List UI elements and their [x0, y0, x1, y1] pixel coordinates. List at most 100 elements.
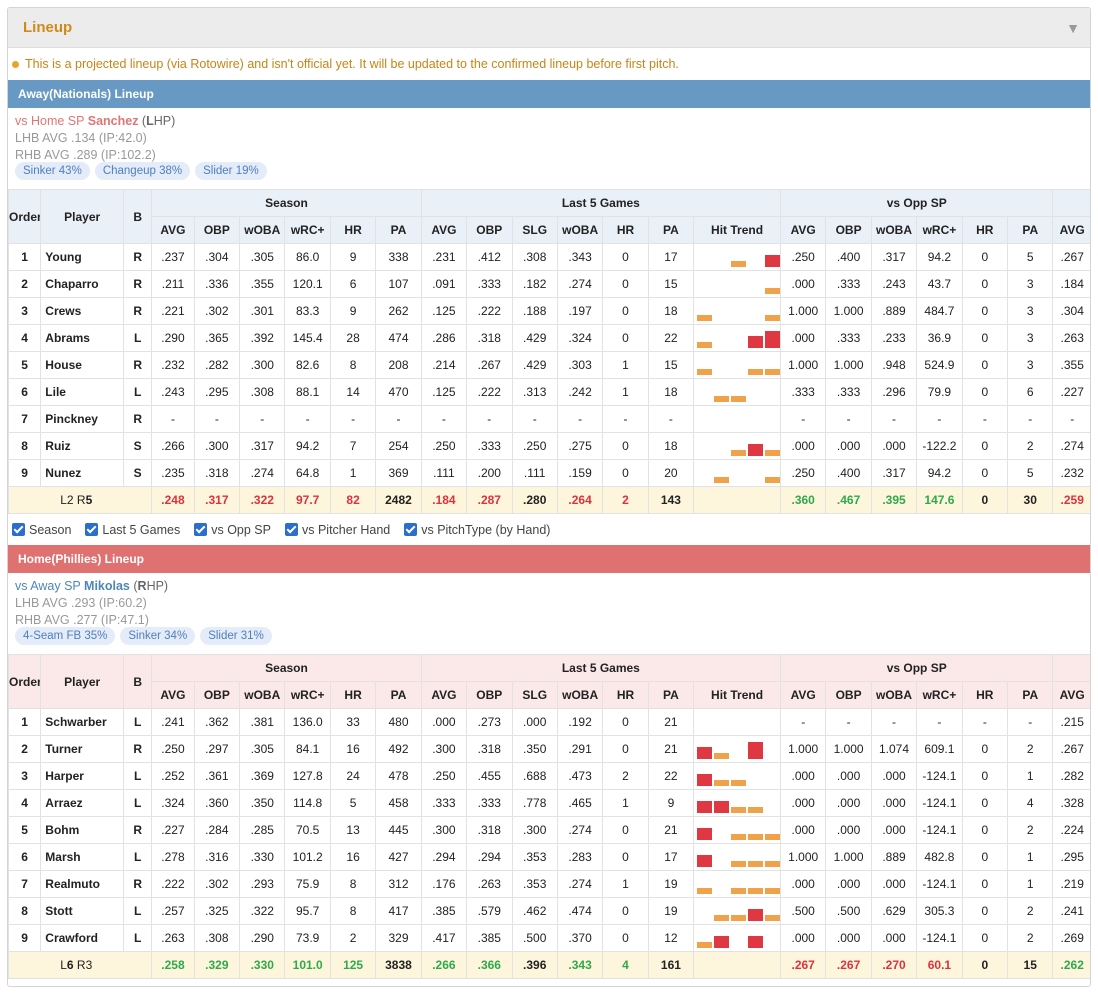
lineup-header[interactable]: Lineup ▼ — [8, 8, 1090, 48]
season-col-header[interactable]: wOBA — [239, 681, 286, 709]
last5-col-header[interactable]: OBP — [466, 681, 513, 709]
bats-header[interactable]: B — [123, 189, 153, 244]
table-row[interactable]: 3 Crews R .221.302.301 83.3 9 262.125.222.188.… — [8, 297, 1090, 325]
last5-col-header[interactable]: HR — [602, 216, 649, 244]
last5-col-header[interactable]: wOBA — [556, 681, 604, 709]
player-name[interactable]: Arraez — [40, 789, 125, 817]
player-name[interactable]: Young — [40, 243, 125, 271]
extra-col-header[interactable]: AVG — [1052, 681, 1090, 709]
player-name[interactable]: Ruiz — [40, 432, 125, 460]
table-row[interactable]: 1 Schwarber L .241.362.381 136.0 33 480.000.27… — [8, 708, 1090, 736]
player-name[interactable]: Pinckney — [40, 405, 125, 433]
table-row[interactable]: 4 Abrams L .290.365.392 145.4 28 474.286.318.4… — [8, 324, 1090, 352]
pitch-badge[interactable]: 4-Seam FB 35% — [15, 627, 116, 645]
player-name[interactable]: Abrams — [40, 324, 125, 352]
table-row[interactable]: 8 Stott L .257.325.322 95.7 8 417.385.579.462.… — [8, 897, 1090, 925]
last5-col-header[interactable]: SLG — [511, 681, 558, 709]
order-header[interactable]: Order — [8, 654, 42, 709]
pitch-badge[interactable]: Sinker 43% — [15, 162, 90, 180]
table-row[interactable]: 7 Pinckney R - - - - - - - - - - - - - - - - - - - — [8, 405, 1090, 433]
filter-vs-pitcher-hand[interactable]: vs Pitcher Hand — [284, 523, 390, 537]
home-sp-name[interactable]: Mikolas — [84, 579, 130, 593]
order-header[interactable]: Order — [8, 189, 42, 244]
player-name[interactable]: Crews — [40, 297, 125, 325]
table-row[interactable]: 5 House R .232.282.300 82.6 8 208.214.267.429.… — [8, 351, 1090, 379]
pitch-badge[interactable]: Slider 31% — [200, 627, 272, 645]
player-name[interactable]: Harper — [40, 762, 125, 790]
season-col-header[interactable]: HR — [329, 681, 377, 709]
season-col-header[interactable]: AVG — [151, 681, 195, 709]
player-name[interactable]: Chaparro — [40, 270, 125, 298]
table-row[interactable]: 2 Turner R .250.297.305 84.1 16 492.300.318.35… — [8, 735, 1090, 763]
last5-col-header[interactable]: wOBA — [556, 216, 604, 244]
player-name[interactable]: Bohm — [40, 816, 125, 844]
vsopp-col-header[interactable]: OBP — [825, 681, 872, 709]
player-name[interactable]: Turner — [40, 735, 125, 763]
vsopp-col-header[interactable]: AVG — [779, 681, 827, 709]
season-col-header[interactable]: HR — [329, 216, 377, 244]
extra-col-header[interactable]: AVG — [1052, 216, 1090, 244]
vsopp-col-header[interactable]: HR — [961, 681, 1009, 709]
player-name[interactable]: Schwarber — [40, 708, 125, 736]
player-name[interactable]: Nunez — [40, 459, 125, 487]
player-header[interactable]: Player — [40, 654, 125, 709]
season-col-header[interactable]: AVG — [151, 216, 195, 244]
player-name[interactable]: Stott — [40, 897, 125, 925]
player-name[interactable]: Marsh — [40, 843, 125, 871]
pitch-badge[interactable]: Slider 19% — [195, 162, 267, 180]
vsopp-col-header[interactable]: wOBA — [870, 216, 918, 244]
vsopp-col-header[interactable]: PA — [1007, 216, 1054, 244]
season-col-header[interactable]: PA — [375, 681, 422, 709]
checkbox-checked-icon[interactable] — [85, 523, 99, 536]
season-col-header[interactable]: PA — [375, 216, 422, 244]
filter-vs-pitchtype[interactable]: vs PitchType (by Hand) — [404, 523, 550, 537]
season-col-header[interactable]: wRC+ — [284, 681, 331, 709]
table-row[interactable]: 6 Lile L .243.295.308 88.1 14 470.125.222.313.… — [8, 378, 1090, 406]
checkbox-checked-icon[interactable] — [404, 523, 418, 536]
pitch-badge[interactable]: Sinker 34% — [120, 627, 196, 645]
last5-col-header[interactable]: Hit Trend — [693, 681, 781, 709]
checkbox-checked-icon[interactable] — [284, 523, 298, 536]
last5-col-header[interactable]: OBP — [466, 216, 513, 244]
table-row[interactable]: 8 Ruiz S .266.300.317 94.2 7 254.250.333.250.2… — [8, 432, 1090, 460]
player-name[interactable]: Lile — [40, 378, 125, 406]
filter-vs-opp-sp[interactable]: vs Opp SP — [194, 523, 271, 537]
checkbox-checked-icon[interactable] — [194, 523, 208, 536]
filter-last5[interactable]: Last 5 Games — [85, 523, 180, 537]
table-row[interactable]: 1 Young R .237.304.305 86.0 9 338.231.412.308.… — [8, 243, 1090, 271]
vsopp-col-header[interactable]: wOBA — [870, 681, 918, 709]
pitch-badge[interactable]: Changeup 38% — [94, 162, 191, 180]
season-col-header[interactable]: OBP — [193, 681, 241, 709]
table-row[interactable]: 2 Chaparro R .211.336.355 120.1 6 107.091.333.… — [8, 270, 1090, 298]
player-header[interactable]: Player — [40, 189, 125, 244]
table-row[interactable]: 5 Bohm R .227.284.285 70.5 13 445.300.318.300.… — [8, 816, 1090, 844]
table-row[interactable]: 6 Marsh L .278.316.330 101.2 16 427.294.294.35… — [8, 843, 1090, 871]
season-col-header[interactable]: wOBA — [239, 216, 286, 244]
table-row[interactable]: 9 Crawford L .263.308.290 73.9 2 329.417.385.5… — [8, 924, 1090, 952]
away-sp-name[interactable]: Sanchez — [87, 114, 139, 128]
filter-season[interactable]: Season — [12, 523, 71, 537]
vsopp-col-header[interactable]: PA — [1007, 681, 1054, 709]
vsopp-col-header[interactable]: wRC+ — [916, 681, 963, 709]
vsopp-col-header[interactable]: HR — [961, 216, 1009, 244]
last5-col-header[interactable]: Hit Trend — [693, 216, 781, 244]
last5-col-header[interactable]: AVG — [420, 216, 468, 244]
vsopp-col-header[interactable]: wRC+ — [916, 216, 963, 244]
last5-col-header[interactable]: AVG — [420, 681, 468, 709]
player-name[interactable]: House — [40, 351, 125, 379]
last5-col-header[interactable]: HR — [602, 681, 649, 709]
last5-col-header[interactable]: PA — [647, 681, 695, 709]
last5-col-header[interactable]: SLG — [511, 216, 558, 244]
table-row[interactable]: 7 Realmuto R .222.302.293 75.9 8 312.176.263.3… — [8, 870, 1090, 898]
last5-col-header[interactable]: PA — [647, 216, 695, 244]
table-row[interactable]: 9 Nunez S .235.318.274 64.8 1 369.111.200.111.… — [8, 459, 1090, 487]
vsopp-col-header[interactable]: OBP — [825, 216, 872, 244]
table-row[interactable]: 4 Arraez L .324.360.350 114.8 5 458.333.333.77… — [8, 789, 1090, 817]
season-col-header[interactable]: wRC+ — [284, 216, 331, 244]
checkbox-checked-icon[interactable] — [12, 523, 25, 536]
player-name[interactable]: Crawford — [40, 924, 125, 952]
player-name[interactable]: Realmuto — [40, 870, 125, 898]
vsopp-col-header[interactable]: AVG — [779, 216, 827, 244]
season-col-header[interactable]: OBP — [193, 216, 241, 244]
table-row[interactable]: 3 Harper L .252.361.369 127.8 24 478.250.455.6… — [8, 762, 1090, 790]
